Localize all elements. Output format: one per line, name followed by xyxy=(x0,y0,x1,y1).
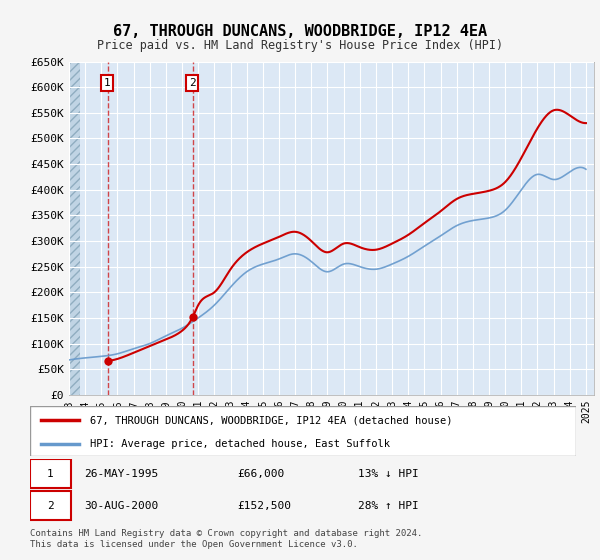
FancyBboxPatch shape xyxy=(30,459,71,488)
Bar xyxy=(69,62,80,395)
Text: 67, THROUGH DUNCANS, WOODBRIDGE, IP12 4EA (detached house): 67, THROUGH DUNCANS, WOODBRIDGE, IP12 4E… xyxy=(90,415,452,425)
Text: 13% ↓ HPI: 13% ↓ HPI xyxy=(358,469,418,479)
Text: 28% ↑ HPI: 28% ↑ HPI xyxy=(358,501,418,511)
Text: HPI: Average price, detached house, East Suffolk: HPI: Average price, detached house, East… xyxy=(90,439,390,449)
Text: 1: 1 xyxy=(47,469,53,479)
Text: £66,000: £66,000 xyxy=(238,469,285,479)
Text: Contains HM Land Registry data © Crown copyright and database right 2024.
This d: Contains HM Land Registry data © Crown c… xyxy=(30,529,422,549)
Text: 67, THROUGH DUNCANS, WOODBRIDGE, IP12 4EA: 67, THROUGH DUNCANS, WOODBRIDGE, IP12 4E… xyxy=(113,24,487,39)
Text: 1: 1 xyxy=(104,78,110,88)
Text: 30-AUG-2000: 30-AUG-2000 xyxy=(85,501,159,511)
Text: 26-MAY-1995: 26-MAY-1995 xyxy=(85,469,159,479)
Text: 2: 2 xyxy=(189,78,196,88)
Text: 2: 2 xyxy=(47,501,53,511)
Text: Price paid vs. HM Land Registry's House Price Index (HPI): Price paid vs. HM Land Registry's House … xyxy=(97,39,503,52)
Text: £152,500: £152,500 xyxy=(238,501,292,511)
FancyBboxPatch shape xyxy=(30,492,71,520)
